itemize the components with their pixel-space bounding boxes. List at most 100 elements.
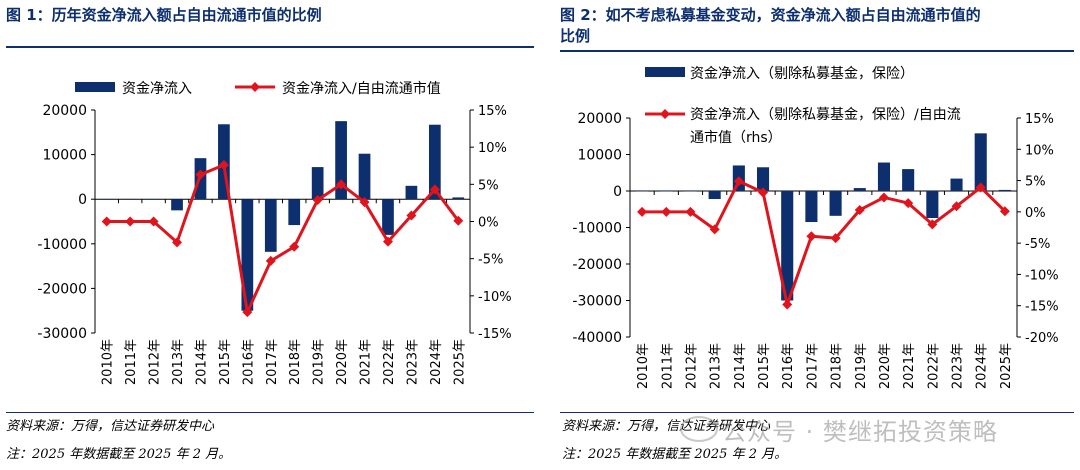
c2-x-tick-label: 2018年 — [830, 343, 845, 389]
c1-bar — [358, 153, 371, 200]
c1-x-tick-label: 2017年 — [265, 339, 280, 385]
c1-bar — [428, 124, 441, 200]
c2-line-marker — [830, 233, 841, 244]
c1-bar — [335, 121, 347, 200]
c1-left-tick-label: 20000 — [42, 103, 87, 119]
c2-left-tick-label: -40000 — [572, 330, 622, 346]
c1-line-marker — [101, 216, 112, 227]
c2-bar — [902, 169, 915, 191]
c1-x-tick-label: 2024年 — [429, 339, 444, 385]
c1-bar — [100, 199, 113, 200]
chart-2: 20000 10000 0 -10000 -20000 -30000 -40000 15% 10… — [572, 65, 1059, 389]
c1-bar — [311, 167, 324, 200]
c2-left-tick-label: -20000 — [572, 257, 622, 273]
chart-1: 20000 10000 0 -10000 -20000 -30000 15% 10% 5% 0% -… — [37, 80, 511, 385]
c1-line-marker — [406, 210, 417, 221]
c1-line-marker — [382, 236, 393, 247]
c1-left-tick-label: -10000 — [37, 237, 87, 253]
c2-bar — [926, 191, 939, 219]
c2-bar — [853, 188, 866, 191]
c2-bar — [829, 191, 842, 216]
c2-line-marker — [685, 206, 696, 217]
c1-bar — [171, 199, 183, 211]
c2-x-tick-label: 2011年 — [660, 343, 675, 389]
c2-right-tick-label: -10% — [1025, 268, 1059, 283]
figure-1-source: 资料来源：万得，信达证券研发中心 — [6, 419, 215, 434]
c1-line-marker — [218, 160, 229, 171]
c2-bar — [805, 191, 818, 223]
c2-bar — [974, 133, 987, 191]
c1-legend-line-label: 资金净流入/自由流通市值 — [282, 80, 441, 97]
c1-line-marker — [195, 169, 206, 180]
c2-legend-bar-swatch — [645, 67, 685, 77]
c2-line-marker — [806, 231, 817, 242]
c2-x-tick-label: 2025年 — [999, 343, 1014, 389]
c2-bar — [708, 191, 721, 200]
watermark: 公众号 · 樊继拓投资策略 — [722, 418, 998, 446]
c2-legend-line-label-1: 资金净流入（剔除私募基金，保险）/自由流 — [690, 106, 961, 123]
c1-left-tick-label: 0 — [78, 192, 87, 208]
figure-2-note: 注：2025 年数据截至 2025 年 2 月。 — [562, 447, 788, 462]
c2-line-marker — [709, 224, 720, 235]
figure-2-title-line2: 比例 — [560, 27, 591, 45]
c2-x-tick-label: 2019年 — [854, 343, 869, 389]
c1-line-marker — [172, 237, 183, 248]
c2-line-marker — [903, 198, 914, 209]
c1-x-tick-label: 2011年 — [124, 339, 139, 385]
c2-left-tick-label: -10000 — [572, 221, 622, 237]
c2-bar — [660, 191, 673, 192]
c1-left-tick-label: -20000 — [37, 281, 87, 297]
c2-line-marker — [758, 187, 769, 198]
c1-bar — [382, 199, 394, 235]
c2-right-tick-label: 15% — [1025, 112, 1054, 127]
c2-x-tick-label: 2014年 — [733, 343, 748, 389]
c2-right-tick-label: 5% — [1025, 175, 1046, 190]
c2-line-marker — [782, 299, 793, 310]
c1-left-tick-label: -30000 — [37, 326, 87, 342]
c2-line-marker — [878, 192, 889, 203]
c2-left-tick-label: -30000 — [572, 294, 622, 310]
c1-bar — [452, 197, 465, 200]
c2-bar — [781, 191, 794, 301]
c2-bar — [950, 178, 963, 191]
c2-left-tick-label: 10000 — [577, 148, 622, 164]
c1-x-tick-label: 2013年 — [171, 339, 186, 385]
c2-x-tick-label: 2023年 — [951, 343, 966, 389]
c1-legend-bar-label: 资金净流入 — [122, 81, 192, 97]
c1-x-tick-label: 2016年 — [241, 339, 256, 385]
c2-bar — [636, 191, 649, 192]
c2-x-tick-label: 2012年 — [684, 343, 699, 389]
c1-legend-line-marker — [250, 82, 260, 92]
c1-x-tick-label: 2015年 — [218, 339, 233, 385]
c2-x-tick-label: 2010年 — [636, 343, 651, 389]
c2-legend-line-label-2: 通市值（rhs） — [690, 129, 782, 146]
c2-line-marker — [854, 204, 865, 215]
c2-line-marker — [951, 201, 962, 212]
c1-line-series — [106, 163, 460, 314]
c1-x-tick-label: 2023年 — [405, 339, 420, 385]
c2-bar — [756, 167, 770, 191]
c1-line-marker — [265, 255, 276, 266]
c1-line-marker — [453, 215, 464, 226]
c2-x-tick-label: 2020年 — [878, 343, 893, 389]
c2-line-marker — [733, 176, 744, 187]
c2-x-tick-label: 2022年 — [926, 343, 941, 389]
c1-left-tick-label: 10000 — [42, 148, 87, 164]
c1-bar — [264, 199, 277, 252]
c1-bar — [147, 199, 160, 200]
c1-legend-bar-swatch — [75, 82, 115, 92]
c2-legend-bar-label: 资金净流入（剔除私募基金，保险） — [690, 65, 914, 82]
c2-line-marker — [975, 182, 986, 193]
c2-bar — [877, 162, 891, 191]
c1-x-tick-label: 2022年 — [382, 339, 397, 385]
c2-line-marker — [661, 206, 672, 217]
c1-x-tick-label: 2019年 — [312, 339, 327, 385]
c1-right-tick-label: 15% — [478, 104, 507, 119]
c1-line-marker — [148, 216, 159, 227]
c1-bar — [241, 199, 254, 311]
c1-line-marker — [289, 241, 300, 252]
figure-1-note: 注：2025 年数据截至 2025 年 2 月。 — [6, 447, 232, 462]
c2-right-tick-label: 10% — [1025, 143, 1054, 158]
c2-x-tick-label: 2013年 — [709, 343, 724, 389]
c1-right-tick-label: 10% — [478, 141, 507, 156]
